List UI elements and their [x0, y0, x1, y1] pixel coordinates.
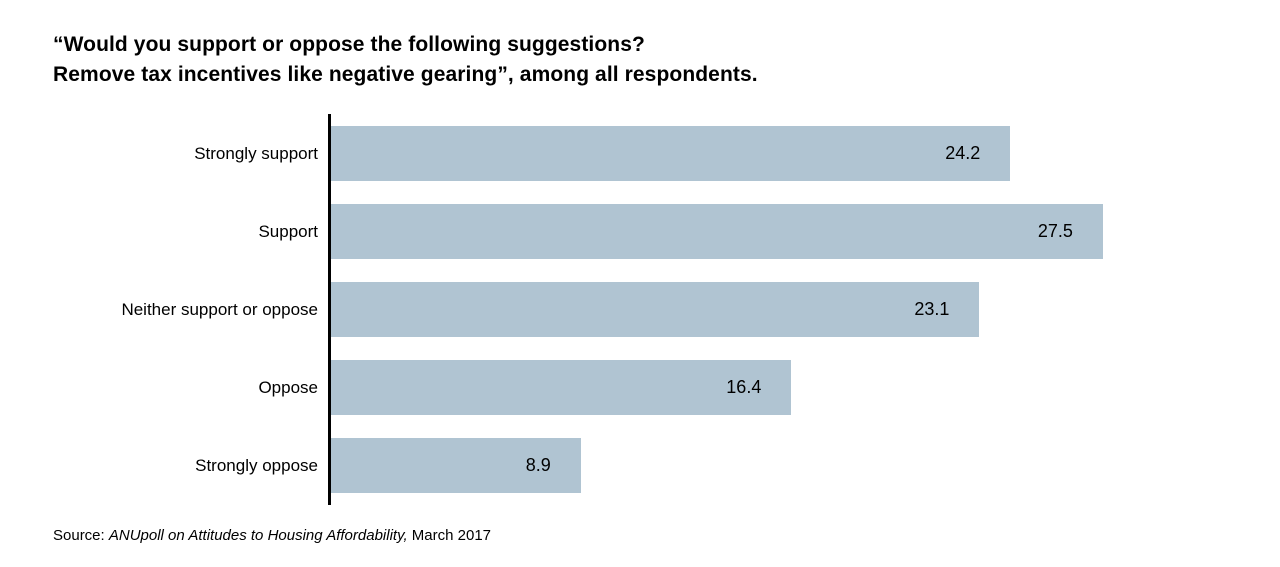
bar-strongly-support: 24.2 [331, 126, 1011, 181]
category-label-support: Support [258, 222, 318, 241]
chart-title-line2: Remove tax incentives like negative gear… [53, 63, 758, 86]
chart-title-line1: “Would you support or oppose the followi… [53, 33, 645, 56]
bar-oppose: 16.4 [331, 360, 792, 415]
value-label-neither: 23.1 [914, 299, 950, 319]
bar-neither: 23.1 [331, 282, 980, 337]
category-label-neither: Neither support or oppose [121, 300, 318, 319]
category-label-strongly-support: Strongly support [194, 144, 318, 163]
chart-title: “Would you support or oppose the followi… [53, 30, 758, 90]
value-label-strongly-oppose: 8.9 [525, 455, 551, 475]
value-label-oppose: 16.4 [726, 377, 762, 397]
bar-chart: Strongly support Support Neither support… [53, 114, 1103, 505]
bar-strongly-oppose: 8.9 [331, 438, 581, 493]
category-label-strongly-oppose: Strongly oppose [195, 456, 318, 475]
source-publication: ANUpoll on Attitudes to Housing Affordab… [108, 527, 408, 544]
bar-support: 27.5 [331, 204, 1103, 259]
value-label-strongly-support: 24.2 [945, 143, 981, 163]
value-label-support: 27.5 [1037, 221, 1073, 241]
source-prefix: Source: [53, 527, 109, 544]
source-attribution: Source: ANUpoll on Attitudes to Housing … [53, 527, 491, 544]
category-axis-labels: Strongly support Support Neither support… [53, 114, 328, 505]
plot-area-with-axis-line: 24.2 27.5 23.1 16.4 8.9 [328, 114, 1103, 505]
source-date: March 2017 [407, 527, 492, 544]
category-label-oppose: Oppose [258, 378, 318, 397]
